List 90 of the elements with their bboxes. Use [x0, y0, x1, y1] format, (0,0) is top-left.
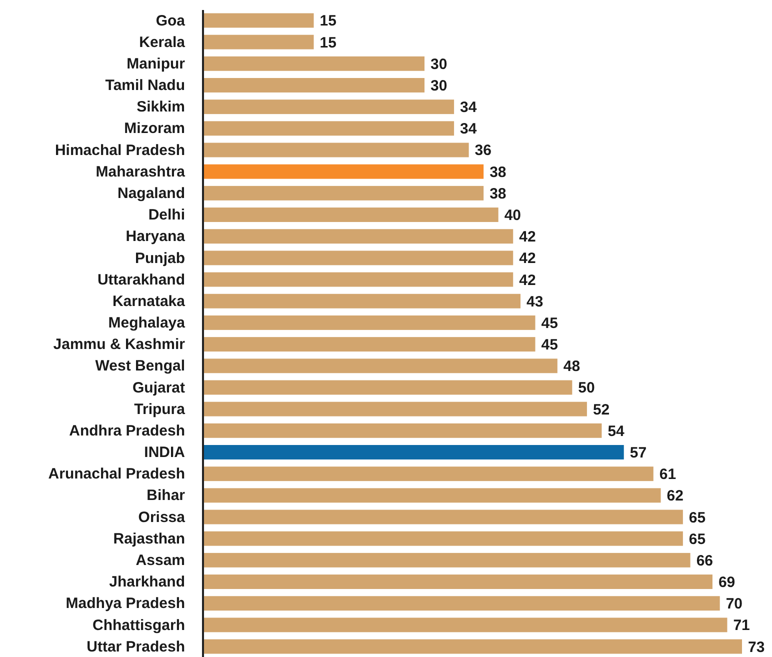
bar [203, 618, 728, 632]
bar [203, 121, 454, 136]
bar [203, 402, 587, 416]
data-label: 70 [726, 596, 743, 613]
y-tick-label: Kerala [139, 34, 186, 51]
data-label: 62 [666, 488, 684, 505]
data-label: 54 [608, 422, 626, 440]
y-tick-label: Karnataka [112, 292, 186, 310]
data-label: 30 [430, 56, 448, 73]
y-tick-label: Tamil Nadu [105, 77, 185, 94]
bar [203, 380, 572, 395]
bar [203, 294, 520, 308]
y-tick-label: Delhi [148, 206, 185, 224]
data-label: 36 [474, 142, 492, 160]
data-label: 38 [490, 164, 506, 181]
bar [203, 445, 624, 460]
bar [203, 272, 514, 287]
data-label: 45 [541, 336, 558, 354]
y-tick-label: Jharkhand [109, 574, 185, 591]
bar [203, 488, 661, 503]
bar [203, 315, 536, 330]
bar [203, 466, 654, 482]
data-label: 42 [519, 228, 536, 246]
y-tick-label: Mizoram [124, 120, 185, 138]
data-label: 73 [748, 638, 765, 656]
data-label: 30 [430, 77, 448, 94]
bar [203, 639, 742, 654]
bar [203, 186, 484, 200]
y-tick-label: Orissa [138, 508, 186, 526]
bar [203, 423, 602, 438]
y-tick-label: Andhra Pradesh [69, 422, 185, 440]
bar [203, 596, 720, 611]
data-label: 34 [460, 99, 478, 116]
data-label: 48 [563, 358, 580, 376]
data-label: 66 [696, 552, 714, 570]
y-tick-label: Madhya Pradesh [66, 595, 185, 612]
data-label: 61 [659, 466, 676, 484]
data-label: 42 [519, 250, 536, 268]
data-label: 65 [688, 509, 706, 526]
y-tick-label: Punjab [134, 250, 185, 267]
bar [203, 100, 454, 114]
data-label: 69 [718, 574, 736, 592]
y-tick-label: Assam [136, 552, 185, 569]
bar [203, 164, 484, 179]
y-tick-label: Maharashtra [96, 163, 186, 180]
bar [203, 510, 683, 524]
data-label: 43 [526, 293, 544, 310]
bar [203, 78, 425, 92]
data-label: 52 [592, 401, 610, 418]
data-label: 38 [490, 185, 506, 202]
bar [203, 337, 536, 352]
bar [203, 34, 314, 50]
y-tick-label: Jammu & Kashmir [53, 336, 186, 354]
y-tick-label: West Bengal [95, 358, 185, 375]
data-label: 15 [320, 12, 336, 30]
y-tick-label: Goa [156, 12, 186, 30]
y-tick-label: Meghalaya [108, 314, 186, 332]
data-label: 57 [630, 444, 647, 462]
y-tick-label: Bihar [146, 487, 186, 504]
bar [203, 208, 498, 222]
y-tick-label: Himachal Pradesh [54, 142, 185, 159]
y-tick-label: Rajasthan [113, 530, 185, 548]
y-tick-label: Tripura [134, 400, 186, 418]
y-tick-label: INDIA [144, 444, 186, 462]
bar [203, 56, 425, 71]
y-tick-label: Uttar Pradesh [86, 638, 185, 656]
data-label: 45 [541, 314, 558, 332]
bar [203, 250, 514, 266]
data-label: 50 [578, 380, 595, 397]
data-label: 71 [733, 617, 750, 634]
bar [203, 13, 314, 28]
y-tick-label: Arunachal Pradesh [48, 466, 185, 483]
bar [203, 552, 690, 568]
data-label: 40 [504, 207, 522, 224]
data-label: 65 [688, 530, 706, 548]
bar [203, 358, 558, 374]
y-tick-label: Sikkim [136, 98, 185, 116]
y-tick-label: Uttarakhand [97, 271, 185, 288]
y-tick-label: Gujarat [132, 379, 186, 396]
data-label: 15 [320, 34, 336, 52]
y-tick-label: Nagaland [117, 184, 185, 202]
y-tick-label: Haryana [126, 228, 186, 246]
y-tick-label: Manipur [126, 55, 186, 72]
data-label: 34 [460, 120, 478, 138]
bar [203, 574, 712, 589]
bar [203, 142, 469, 158]
bar [203, 229, 514, 244]
y-tick-label: Chhattisgarh [92, 616, 185, 634]
bar [203, 531, 683, 546]
data-label: 42 [519, 272, 536, 289]
